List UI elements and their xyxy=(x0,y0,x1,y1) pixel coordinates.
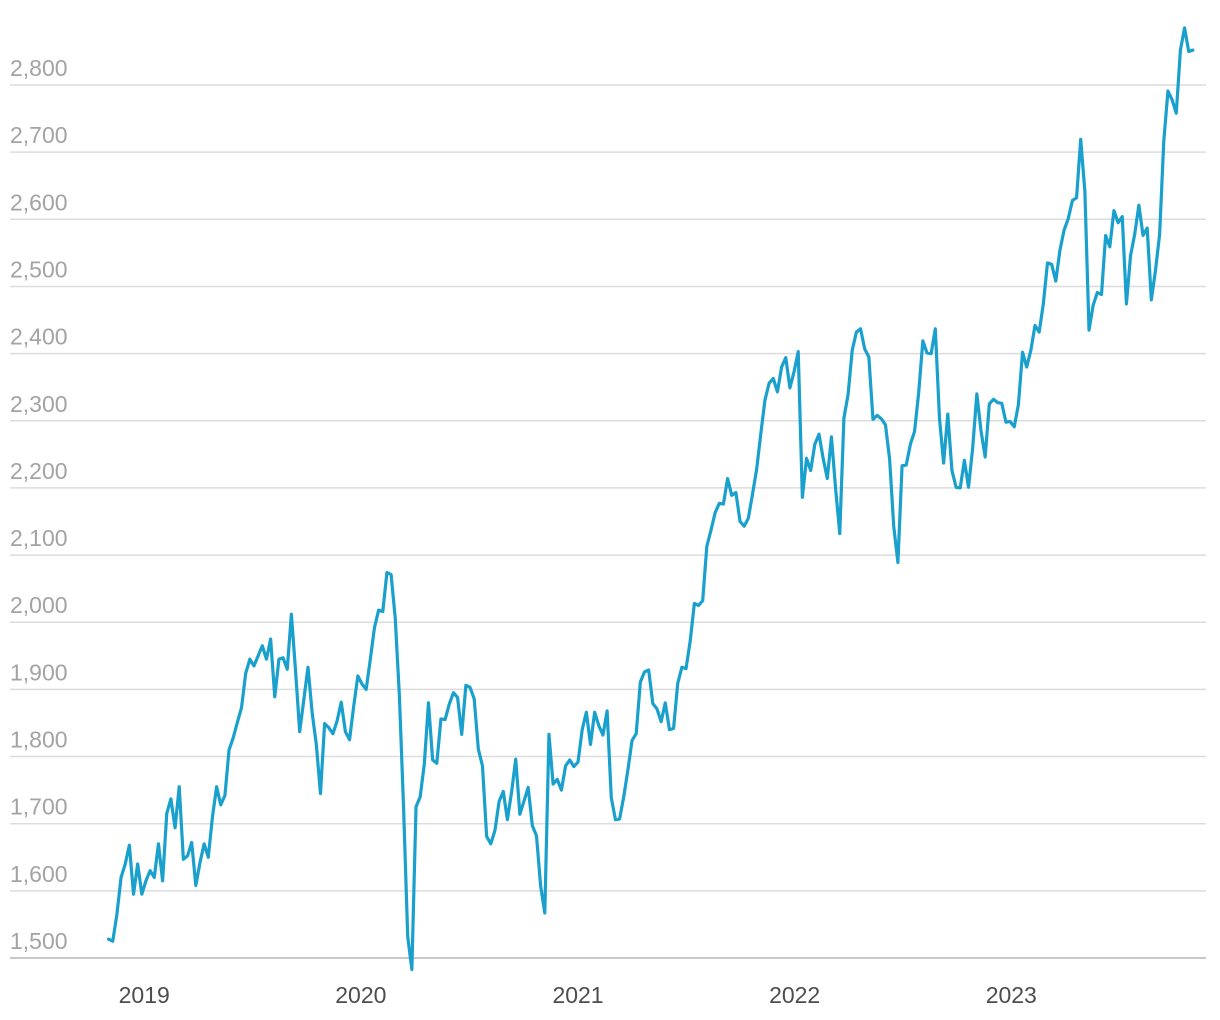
x-tick-label: 2019 xyxy=(119,982,170,1008)
y-tick-label: 2,500 xyxy=(10,256,68,282)
x-tick-label: 2020 xyxy=(335,982,386,1008)
y-tick-label: 2,400 xyxy=(10,324,68,350)
y-tick-label: 2,600 xyxy=(10,189,68,215)
y-tick-label: 2,200 xyxy=(10,458,68,484)
y-tick-label: 2,700 xyxy=(10,122,68,148)
series-layer xyxy=(106,26,1195,972)
x-tick-label: 2021 xyxy=(552,982,603,1008)
x-axis-ticks: 2019 2020 2021 2022 2023 xyxy=(119,982,1037,1008)
y-tick-label: 1,900 xyxy=(10,659,68,685)
y-tick-label: 1,500 xyxy=(10,928,68,954)
gridlines xyxy=(10,84,1206,959)
y-tick-label: 2,800 xyxy=(10,55,68,81)
y-tick-label: 2,100 xyxy=(10,525,68,551)
x-tick-label: 2023 xyxy=(986,982,1037,1008)
y-tick-label: 1,800 xyxy=(10,727,68,753)
y-axis-ticks: 1,500 1,600 1,700 1,800 1,900 2,000 2,100 2,200… xyxy=(10,55,68,954)
series-line xyxy=(106,26,1195,972)
y-tick-label: 1,700 xyxy=(10,794,68,820)
y-tick-label: 2,000 xyxy=(10,592,68,618)
x-tick-label: 2022 xyxy=(769,982,820,1008)
y-tick-label: 1,600 xyxy=(10,861,68,887)
y-tick-label: 2,300 xyxy=(10,391,68,417)
